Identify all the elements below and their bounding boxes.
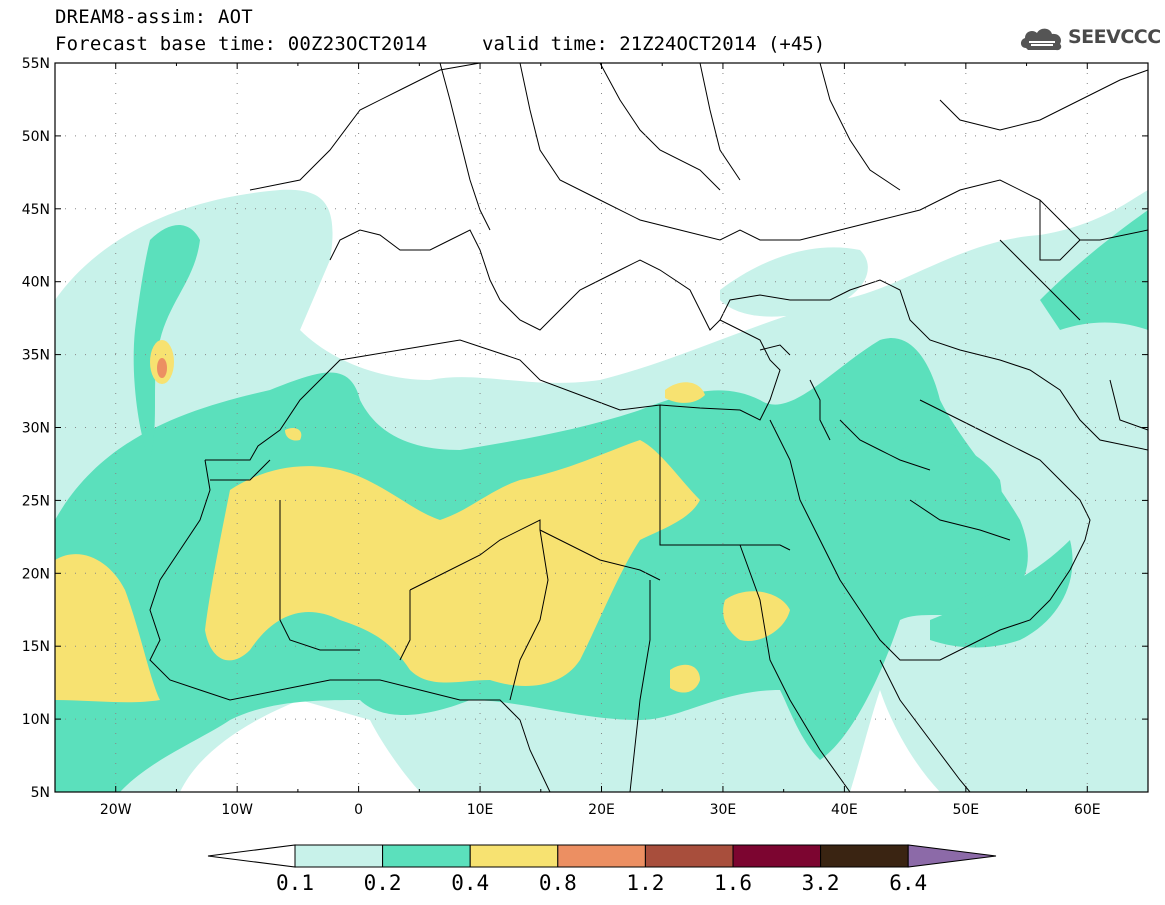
- lon-tick-label: 10E: [467, 802, 494, 818]
- map-title: DREAM8-assim: AOT: [55, 6, 253, 28]
- graticule: [55, 63, 1148, 792]
- colorbar-label: 6.4: [889, 871, 927, 895]
- colorbar-over-arrow: [907, 844, 997, 868]
- colorbar-segment: [732, 844, 822, 868]
- valid-time: valid time: 21Z24OCT2014 (+45): [482, 33, 826, 55]
- aot-band-0.4: [55, 382, 790, 703]
- lat-tick-label: 10N: [22, 712, 50, 728]
- axis-ticks: 20W 10W 0 10E 20E 30E 40E 50E 60E 5N 10N 15N 20N 25N 3…: [22, 56, 1149, 818]
- colorbar-label: 3.2: [802, 871, 840, 895]
- colorbar-under-arrow: [207, 844, 296, 868]
- logo-text: SEEVCCC: [1068, 26, 1161, 48]
- lon-tick-label: 20E: [588, 802, 615, 818]
- lon-tick-label: 50E: [952, 802, 979, 818]
- colorbar-segment: [557, 844, 646, 868]
- lat-tick-label: 45N: [22, 202, 50, 218]
- lon-tick-label: 30E: [710, 802, 737, 818]
- aot-band-0.8: [150, 340, 174, 384]
- cloud-logo-icon: [1020, 28, 1062, 51]
- colorbar-segment: [644, 844, 734, 868]
- lon-tick-label: 0: [354, 802, 363, 818]
- lon-tick-label: 10W: [221, 802, 253, 818]
- forecast-base-time: Forecast base time: 00Z23OCT2014: [55, 33, 428, 55]
- lat-tick-label: 15N: [22, 639, 50, 655]
- lat-tick-label: 40N: [22, 275, 50, 291]
- country-borders: [149, 63, 1148, 792]
- colorbar-segment: [382, 844, 471, 868]
- colorbar-label: 1.6: [714, 871, 752, 895]
- colorbar-label: 0.1: [276, 871, 314, 895]
- lat-tick-label: 25N: [22, 493, 50, 509]
- colorbar-segment: [294, 844, 384, 868]
- aot-contour-fields: [55, 189, 1148, 792]
- lat-tick-label: 30N: [22, 421, 50, 437]
- lon-tick-label: 20W: [100, 802, 132, 818]
- lat-tick-label: 35N: [22, 348, 50, 364]
- colorbar-label: 0.8: [539, 871, 577, 895]
- lat-tick-label: 50N: [22, 129, 50, 145]
- colorbar-segment: [820, 844, 909, 868]
- colorbar-label: 0.4: [451, 871, 489, 895]
- colorbar: 0.1 0.2 0.4 0.8 1.2 1.6 3.2 6.4: [207, 844, 997, 895]
- colorbar-label: 0.2: [364, 871, 402, 895]
- colorbar-label: 1.2: [626, 871, 664, 895]
- colorbar-segment: [469, 844, 559, 868]
- lon-tick-label: 40E: [831, 802, 858, 818]
- lat-tick-label: 20N: [22, 566, 50, 582]
- seevccc-logo: SEEVCCC: [1018, 22, 1161, 56]
- lat-tick-label: 55N: [22, 56, 50, 72]
- lon-tick-label: 60E: [1074, 802, 1101, 818]
- lat-tick-label: 5N: [31, 785, 50, 801]
